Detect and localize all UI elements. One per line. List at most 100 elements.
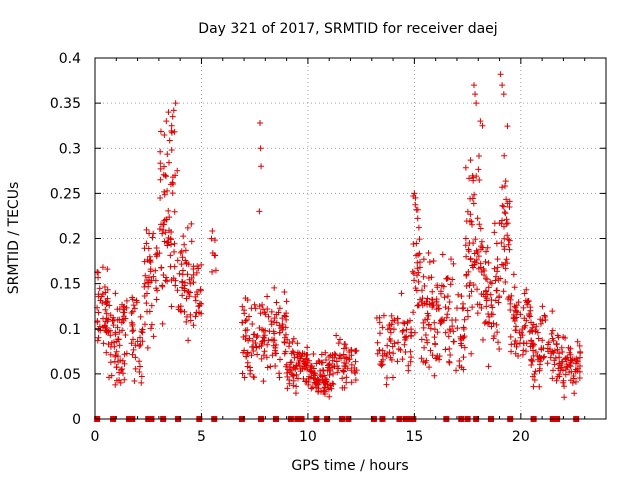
data-point — [494, 264, 501, 271]
data-point — [184, 271, 191, 278]
data-points — [94, 71, 584, 401]
data-point — [482, 318, 489, 325]
data-point — [505, 241, 512, 248]
data-point — [433, 298, 440, 305]
data-point — [180, 233, 187, 240]
data-point — [287, 368, 294, 375]
data-point — [276, 329, 283, 336]
data-point — [468, 218, 475, 225]
data-point — [530, 341, 537, 348]
data-point — [523, 286, 530, 293]
data-point — [345, 356, 352, 363]
data-point — [551, 347, 558, 354]
data-point — [277, 356, 284, 363]
data-point — [502, 178, 509, 185]
data-point — [330, 381, 337, 388]
data-point — [473, 247, 480, 254]
data-point — [130, 346, 137, 353]
x-tick-labels: 0 5 10 15 20 — [91, 429, 530, 445]
data-point — [100, 340, 107, 347]
data-point — [249, 321, 256, 328]
data-point — [413, 287, 420, 294]
data-point — [532, 368, 539, 375]
data-point — [250, 343, 257, 350]
data-point — [174, 257, 181, 264]
data-point — [554, 346, 561, 353]
data-point — [131, 377, 138, 384]
data-point — [192, 293, 199, 300]
data-point — [183, 318, 190, 325]
data-point — [414, 272, 421, 279]
data-point — [398, 290, 405, 297]
data-point — [481, 320, 488, 327]
data-point — [515, 352, 522, 359]
data-point — [414, 259, 421, 266]
data-point — [402, 349, 409, 356]
data-point — [268, 318, 275, 325]
data-point — [159, 320, 166, 327]
data-point — [322, 349, 329, 356]
data-point-spike — [165, 109, 172, 116]
data-point — [153, 251, 160, 258]
data-point — [464, 313, 471, 320]
data-point-spike — [411, 190, 418, 197]
data-point — [522, 348, 529, 355]
data-point — [104, 295, 111, 302]
data-point — [282, 348, 289, 355]
data-point — [476, 177, 483, 184]
data-point — [342, 354, 349, 361]
data-point — [410, 309, 417, 316]
data-point — [290, 335, 297, 342]
data-point — [485, 363, 492, 370]
data-point — [212, 267, 219, 274]
data-point — [318, 351, 325, 358]
data-point — [512, 327, 519, 334]
data-point — [132, 354, 139, 361]
data-point — [269, 352, 276, 359]
data-point — [198, 310, 205, 317]
data-point — [120, 303, 127, 310]
data-point — [433, 306, 440, 313]
data-point — [446, 358, 453, 365]
data-point — [517, 311, 524, 318]
data-point — [460, 366, 467, 373]
data-point — [432, 355, 439, 362]
data-point — [171, 248, 178, 255]
data-point — [422, 331, 429, 338]
data-point — [264, 293, 271, 300]
data-point — [137, 334, 144, 341]
data-point — [425, 250, 432, 257]
data-point — [115, 353, 122, 360]
data-point — [454, 305, 461, 312]
data-point — [209, 268, 216, 275]
data-point — [184, 288, 191, 295]
data-point — [463, 282, 470, 289]
data-point — [165, 207, 172, 214]
data-point — [438, 282, 445, 289]
data-point — [470, 240, 477, 247]
data-point — [445, 305, 452, 312]
data-point — [572, 366, 579, 373]
data-point — [179, 279, 186, 286]
data-point — [574, 338, 581, 345]
data-point — [559, 349, 566, 356]
data-point — [506, 237, 513, 244]
data-point — [326, 372, 333, 379]
data-point — [102, 289, 109, 296]
data-point — [556, 360, 563, 367]
data-point — [113, 364, 120, 371]
data-point — [389, 317, 396, 324]
data-point — [276, 370, 283, 377]
data-point — [332, 351, 339, 358]
data-point — [378, 362, 385, 369]
data-point — [501, 182, 508, 189]
data-point — [156, 226, 163, 233]
data-point — [295, 375, 302, 382]
y-tick-label: 0.35 — [50, 96, 81, 112]
data-point — [528, 327, 535, 334]
data-point — [239, 319, 246, 326]
data-point — [341, 384, 348, 391]
data-point — [521, 290, 528, 297]
data-point — [294, 340, 301, 347]
data-point — [519, 351, 526, 358]
